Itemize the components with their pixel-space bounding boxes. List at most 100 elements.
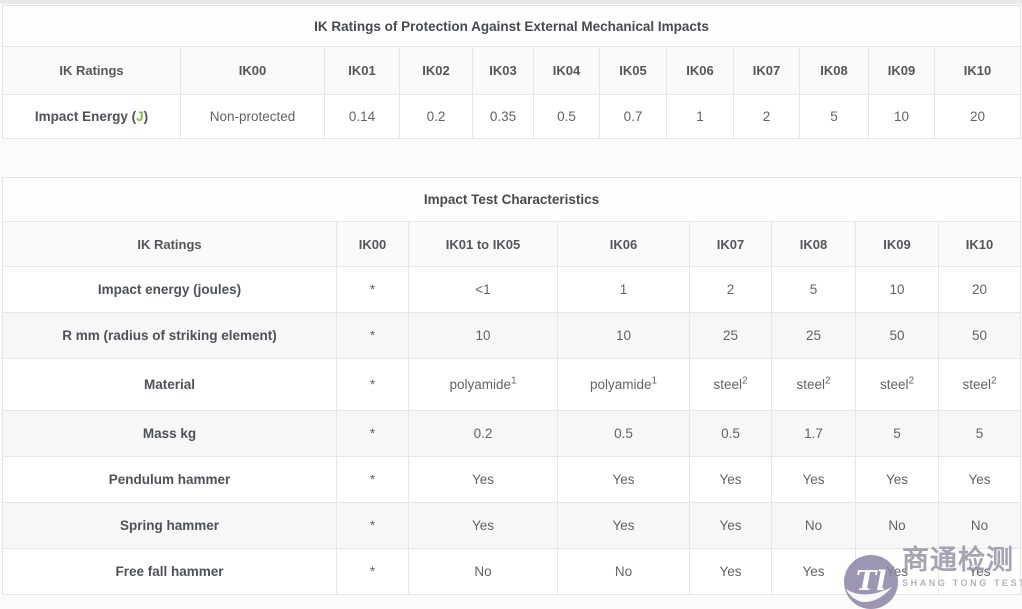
table2-value-cell: * <box>336 456 409 503</box>
table1-value-cell: 0.5 <box>533 94 600 139</box>
table2-value-cell: 5 <box>771 266 856 313</box>
row-label: Mass kg <box>2 410 337 457</box>
impact-energy-label-pre: Impact Energy ( <box>34 109 137 124</box>
table2-value-cell: 25 <box>771 312 856 359</box>
table1-value-cell: Non-protected <box>180 94 325 139</box>
table1-value-cell: 0.7 <box>599 94 667 139</box>
table2-col-header-ik07: IK07 <box>689 221 772 267</box>
table1-col-header-ik01: IK01 <box>324 46 400 95</box>
table2-value-cell: 10 <box>408 312 558 359</box>
table2-value-cell: Yes <box>557 456 690 503</box>
impact-energy-label-post: ) <box>143 109 149 124</box>
row-label: Pendulum hammer <box>2 456 337 503</box>
row-label: Material <box>2 358 337 411</box>
table1-value-cell: 10 <box>868 94 935 139</box>
table2-value-cell: * <box>336 548 409 595</box>
table2-row-r-mm-radius-of-striking-element: R mm (radius of striking element) * 10 10 25… <box>2 312 1021 359</box>
table1-value-cell: 20 <box>934 94 1021 139</box>
table2-col-header-ik-ratings: IK Ratings <box>2 221 337 267</box>
table1-col-header-ik02: IK02 <box>399 46 473 95</box>
table2-value-cell: * <box>336 502 409 549</box>
table1-col-header-ik09: IK09 <box>868 46 935 95</box>
table2-value-cell: 1 <box>557 266 690 313</box>
table1-value-cell: 5 <box>799 94 869 139</box>
table2-col-header-ik10: IK10 <box>938 221 1021 267</box>
table1-title: IK Ratings of Protection Against Externa… <box>2 5 1021 47</box>
table2-col-header-ik06: IK06 <box>557 221 690 267</box>
table2-value-cell: 5 <box>938 410 1021 457</box>
table2-row-mass-kg: Mass kg * 0.2 0.5 0.5 1.7 5 5 <box>2 410 1021 457</box>
table2-col-header-ik00: IK00 <box>336 221 409 267</box>
table1-col-header-ik08: IK08 <box>799 46 869 95</box>
table2-title-row: Impact Test Characteristics <box>2 177 1021 222</box>
table2-value-cell: Yes <box>771 548 856 595</box>
table2-value-cell: Yes <box>689 456 772 503</box>
table2-value-cell: Yes <box>938 456 1021 503</box>
table2-row-free-fall-hammer: Free fall hammer * No No Yes Yes Yes Yes <box>2 548 1021 595</box>
table1-col-header-ik10: IK10 <box>934 46 1021 95</box>
table2-value-cell: Yes <box>408 502 558 549</box>
table2-value-cell: 50 <box>855 312 939 359</box>
table2-value-cell: polyamide1 <box>408 358 558 411</box>
table1-col-header-ik00: IK00 <box>180 46 325 95</box>
table1-title-row: IK Ratings of Protection Against Externa… <box>2 5 1021 47</box>
impact-energy-row-label: Impact Energy (J) <box>2 94 181 139</box>
table2-value-cell: No <box>771 502 856 549</box>
table1-data-row: Impact Energy (J) Non-protected 0.14 0.2 0.… <box>2 94 1021 139</box>
table2-value-cell: Yes <box>855 456 939 503</box>
table2-value-cell: 2 <box>689 266 772 313</box>
table2-value-cell: 1.7 <box>771 410 856 457</box>
table2-value-cell: Yes <box>557 502 690 549</box>
impact-energy-unit-j: J <box>136 109 144 124</box>
row-label: Spring hammer <box>2 502 337 549</box>
table1-col-header-ik03: IK03 <box>472 46 534 95</box>
row-label: Free fall hammer <box>2 548 337 595</box>
table2-value-cell: Yes <box>408 456 558 503</box>
table2-value-cell: 5 <box>855 410 939 457</box>
table1-value-cell: 0.35 <box>472 94 534 139</box>
table1-col-header-ik06: IK06 <box>666 46 734 95</box>
table2-value-cell: steel2 <box>938 358 1021 411</box>
table2-value-cell: Yes <box>938 548 1021 595</box>
table2-value-cell: steel2 <box>855 358 939 411</box>
table2-value-cell: 0.2 <box>408 410 558 457</box>
table2-value-cell: No <box>408 548 558 595</box>
table2-row-material: Material * polyamide1 polyamide1 steel2 steel… <box>2 358 1021 411</box>
table2-value-cell: 20 <box>938 266 1021 313</box>
row-label: R mm (radius of striking element) <box>2 312 337 359</box>
table2-title: Impact Test Characteristics <box>2 177 1021 222</box>
table2-row-spring-hammer: Spring hammer * Yes Yes Yes No No No <box>2 502 1021 549</box>
table2-col-header-ik08: IK08 <box>771 221 856 267</box>
table2-value-cell: * <box>336 358 409 411</box>
table2-value-cell: Yes <box>771 456 856 503</box>
table2-value-cell: 25 <box>689 312 772 359</box>
table2-value-cell: * <box>336 410 409 457</box>
ik-ratings-table: IK Ratings of Protection Against Externa… <box>2 5 1021 139</box>
table1-col-header-ik05: IK05 <box>599 46 667 95</box>
table2-value-cell: steel2 <box>771 358 856 411</box>
table1-value-cell: 2 <box>733 94 800 139</box>
table2-value-cell: No <box>938 502 1021 549</box>
table2-value-cell: * <box>336 312 409 359</box>
table1-value-cell: 1 <box>666 94 734 139</box>
top-divider <box>0 0 1022 4</box>
table2-value-cell: Yes <box>855 548 939 595</box>
table2-value-cell: Yes <box>689 548 772 595</box>
table2-row-pendulum-hammer: Pendulum hammer * Yes Yes Yes Yes Yes Yes <box>2 456 1021 503</box>
table2-value-cell: 10 <box>557 312 690 359</box>
table2-value-cell: Yes <box>689 502 772 549</box>
table1-col-header-ik04: IK04 <box>533 46 600 95</box>
table2-header-row: IK Ratings IK00 IK01 to IK05 IK06 IK07 IK08 IK… <box>2 221 1021 267</box>
table1-value-cell: 0.2 <box>399 94 473 139</box>
table2-row-impact-energy-joules: Impact energy (joules) * <1 1 2 5 10 20 <box>2 266 1021 313</box>
table2-value-cell: 0.5 <box>689 410 772 457</box>
table1-value-cell: 0.14 <box>324 94 400 139</box>
table2-value-cell: No <box>557 548 690 595</box>
table2-value-cell: * <box>336 266 409 313</box>
row-label: Impact energy (joules) <box>2 266 337 313</box>
table2-value-cell: steel2 <box>689 358 772 411</box>
table2-value-cell: <1 <box>408 266 558 313</box>
table2-value-cell: 50 <box>938 312 1021 359</box>
impact-test-characteristics-table: Impact Test Characteristics IK Ratings IK… <box>2 177 1021 595</box>
table2-value-cell: 0.5 <box>557 410 690 457</box>
